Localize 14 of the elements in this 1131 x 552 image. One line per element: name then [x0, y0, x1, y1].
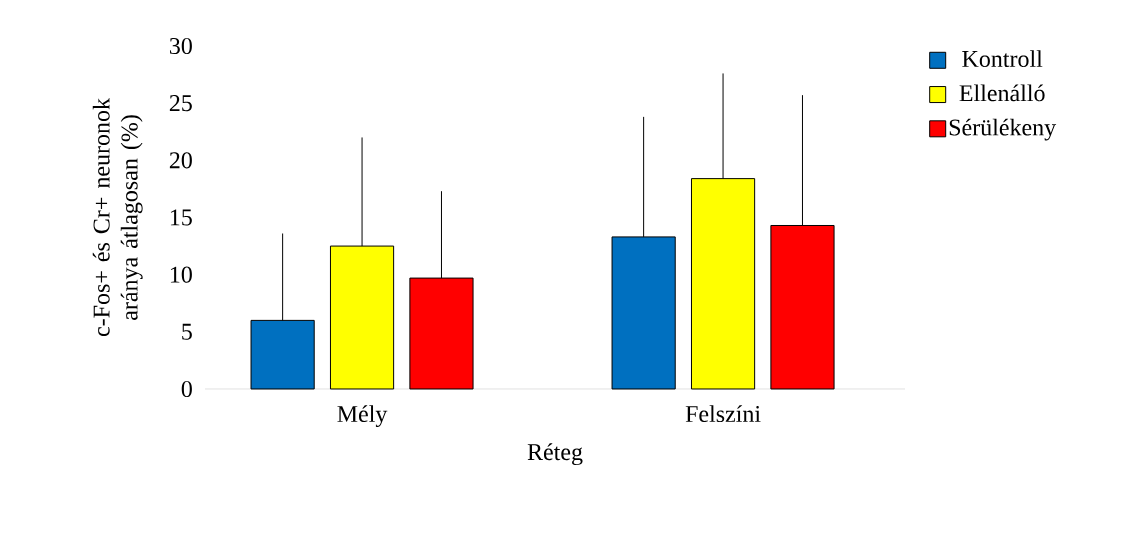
legend-label: Ellenálló [959, 84, 1045, 102]
y-tick-label: 20 [169, 152, 192, 169]
y-tick-label: 0 [181, 380, 192, 398]
x-axis-title: Réteg [527, 443, 583, 466]
legend-label: Kontroll [962, 50, 1043, 68]
y-tick-label: 15 [170, 209, 192, 226]
y-tick-label: 5 [182, 323, 192, 340]
x-tick-label: Felszíni [685, 405, 761, 423]
x-tick-label: Mély [337, 405, 388, 428]
y-tick-label: 10 [170, 266, 192, 283]
y-tick-label: 25 [169, 95, 192, 112]
legend-label: Sérülékeny [949, 118, 1057, 141]
y-axis-title: c-Fos+ és Cr+ neuronok aránya átlagosan (%) [92, 97, 143, 337]
y-tick-label: 30 [169, 37, 192, 55]
